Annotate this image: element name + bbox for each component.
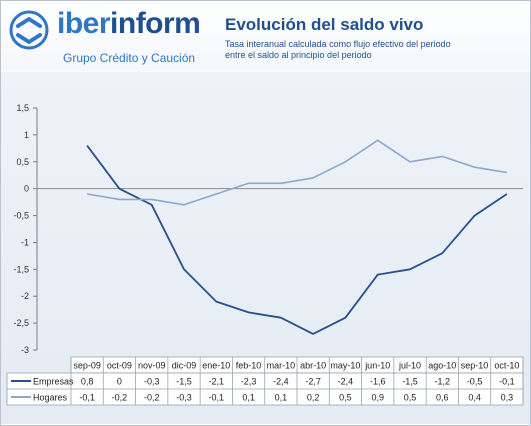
y-tick-label: 0,5: [16, 157, 29, 167]
x-category-label: ago-10: [428, 361, 456, 371]
line-chart: 1,5 1 0,5 0 -0,5 -1 -1,5 -2 -2,5 -3 sep-09 oct-09 n…: [6, 103, 524, 406]
data-label-empresas: -2,1: [209, 377, 225, 387]
data-label-hogares: 0,6: [436, 393, 449, 403]
data-label-hogares: -0,2: [144, 393, 160, 403]
data-label-empresas: -1,6: [370, 377, 386, 387]
data-label-hogares: 0,2: [307, 393, 320, 403]
x-category-label: jul-10: [398, 361, 421, 371]
data-label-empresas: -1,5: [402, 377, 418, 387]
brand-part2: inform: [110, 7, 201, 40]
data-table: sep-09 oct-09 nov-09 dic-09 ene-10 feb-10 mar-…: [6, 356, 524, 406]
y-tick-label: -0,5: [13, 211, 29, 221]
data-label-hogares: 0,1: [275, 393, 288, 403]
data-label-empresas: -2,4: [338, 377, 354, 387]
x-category-label: ene-10: [202, 361, 230, 371]
data-label-empresas: -0,1: [499, 377, 515, 387]
data-label-empresas: -0,3: [144, 377, 160, 387]
data-label-empresas: 0: [117, 377, 122, 387]
data-label-empresas: -2,4: [273, 377, 289, 387]
data-label-hogares: -0,1: [79, 393, 95, 403]
x-category-label: may-10: [330, 361, 360, 371]
subtitle-line-1: Tasa interanual calculada como flujo efe…: [225, 39, 451, 49]
data-label-empresas: -2,3: [241, 377, 257, 387]
data-label-hogares: -0,2: [112, 393, 128, 403]
chart-title: Evolución del saldo vivo: [225, 15, 424, 34]
data-label-hogares: 0,4: [468, 393, 481, 403]
legend-label-hogares: Hogares: [33, 393, 68, 403]
data-label-empresas: -2,7: [305, 377, 321, 387]
x-category-label: mar-10: [267, 361, 296, 371]
x-category-label: sep-10: [461, 361, 489, 371]
subtitle-line-2: entre el saldo al principio del periodo: [225, 50, 372, 60]
x-category-label: nov-09: [138, 361, 166, 371]
x-category-label: oct-10: [494, 361, 519, 371]
brand-part1: iber: [57, 7, 111, 40]
x-category-label: oct-09: [107, 361, 132, 371]
x-category-label: abr-10: [300, 361, 326, 371]
series-line-empresas: [86, 145, 508, 335]
series-lines: [86, 139, 508, 335]
y-tick-label: -2,5: [13, 318, 29, 328]
data-label-hogares: 0,9: [371, 393, 384, 403]
y-tick-label: 1: [24, 130, 29, 140]
x-category-label: dic-09: [172, 361, 197, 371]
data-label-empresas: -0,5: [467, 377, 483, 387]
y-axis: 1,5 1 0,5 0 -0,5 -1 -1,5 -2 -2,5 -3: [13, 103, 523, 355]
data-label-hogares: -0,1: [209, 393, 225, 403]
x-category-label: jun-10: [364, 361, 390, 371]
data-label-hogares: 0,5: [339, 393, 352, 403]
chart-subtitle: Tasa interanual calculada como flujo efe…: [225, 39, 525, 61]
y-tick-label: -1,5: [13, 264, 29, 274]
chart-area: 1,5 1 0,5 0 -0,5 -1 -1,5 -2 -2,5 -3 sep-09 oct-09 n…: [1, 72, 530, 424]
data-label-empresas: -1,2: [435, 377, 451, 387]
series-line-hogares: [86, 139, 508, 206]
y-tick-label: -3: [21, 345, 29, 355]
data-label-hogares: -0,3: [176, 393, 192, 403]
data-label-empresas: -1,5: [176, 377, 192, 387]
data-label-hogares: 0,3: [501, 393, 514, 403]
legend-label-empresas: Empresas: [33, 377, 74, 387]
data-label-hogares: 0,5: [404, 393, 417, 403]
y-tick-label: -2: [21, 291, 29, 301]
brand-logo-text: iberinform: [57, 7, 201, 41]
x-category-label: feb-10: [236, 361, 262, 371]
brand-subtitle: Grupo Crédito y Caución: [63, 51, 196, 65]
y-tick-label: 1,5: [16, 103, 29, 113]
data-label-empresas: 0,8: [81, 377, 94, 387]
y-tick-label: 0: [24, 184, 29, 194]
data-label-hogares: 0,1: [242, 393, 255, 403]
header: iberinform Grupo Crédito y Caución Evolu…: [1, 1, 530, 71]
iberinform-logo-icon: [9, 10, 49, 50]
x-category-label: sep-09: [73, 361, 101, 371]
y-tick-label: -1: [21, 237, 29, 247]
